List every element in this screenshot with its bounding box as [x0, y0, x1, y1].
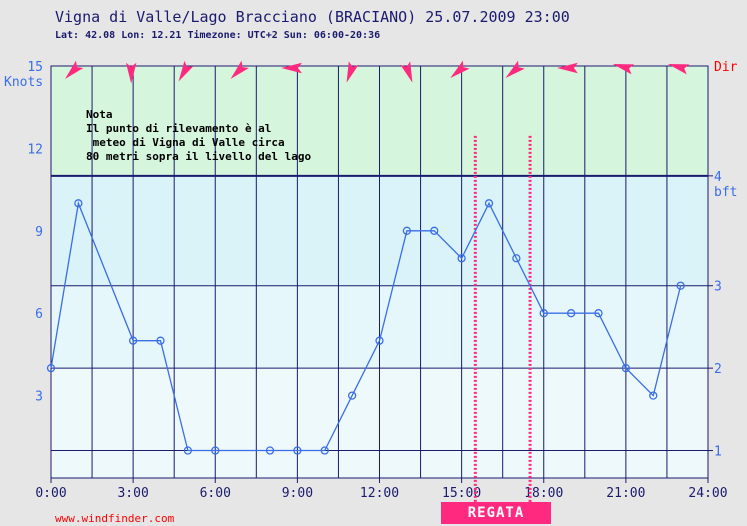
wind-direction-arrow — [612, 63, 635, 75]
note-box: Nota Il punto di rilevamento è al meteo d… — [86, 108, 311, 164]
x-tick-label: 9:00 — [282, 486, 313, 501]
y-tick-label: 12 — [27, 142, 43, 157]
bft-axis-label: bft — [714, 185, 737, 200]
bft-tick-label: 1 — [714, 445, 722, 460]
x-tick-label: 12:00 — [360, 486, 399, 501]
wind-speed-point — [566, 309, 576, 318]
wind-speed-point — [484, 199, 494, 208]
wind-speed-point — [211, 446, 220, 455]
wind-speed-point — [512, 254, 521, 263]
note-line: Il punto di rilevamento è al — [86, 122, 272, 135]
wind-direction-arrow-shape — [281, 62, 302, 74]
wind-direction-arrow-shape — [400, 61, 413, 83]
background-band — [51, 285, 708, 369]
x-tick-label: 21:00 — [606, 486, 645, 501]
bft-tick-label: 4 — [714, 170, 722, 185]
x-tick-label: 15:00 — [442, 486, 481, 501]
background-band — [51, 175, 708, 286]
wind-speed-point — [156, 336, 165, 345]
x-tick-label: 3:00 — [117, 486, 148, 501]
bft-tick-label: 3 — [714, 280, 722, 295]
wind-speed-point — [430, 226, 439, 235]
x-tick-label: 0:00 — [35, 486, 66, 501]
chart-title: Vigna di Valle/Lago Bracciano (BRACIANO)… — [55, 8, 570, 26]
wind-direction-arrow — [281, 62, 302, 74]
wind-speed-point — [676, 281, 685, 290]
wind-speed-point — [402, 226, 412, 235]
wind-direction-arrow-shape — [667, 63, 690, 75]
regata-badge: REGATA — [441, 502, 551, 524]
wind-speed-point — [457, 254, 466, 263]
wind-direction-arrow — [230, 60, 249, 80]
bft-tick-label: 2 — [714, 362, 722, 377]
wind-direction-arrow — [178, 60, 194, 82]
wind-direction-arrow — [64, 60, 84, 80]
wind-speed-point — [320, 446, 329, 455]
credit-link[interactable]: www.windfinder.com — [55, 512, 175, 525]
y-tick-label: 6 — [35, 307, 43, 322]
chart-subtitle: Lat: 42.08 Lon: 12.21 Timezone: UTC+2 Su… — [55, 30, 381, 41]
wind-speed-point — [265, 446, 275, 455]
wind-speed-point — [375, 336, 384, 345]
y-axis-label: Knots — [4, 75, 43, 90]
wind-direction-arrow — [557, 62, 578, 74]
background-band — [51, 368, 708, 478]
wind-speed-point — [621, 363, 631, 373]
wind-direction-arrow — [505, 60, 525, 79]
wind-speed-point — [46, 363, 56, 373]
wind-direction-arrow-shape — [505, 60, 525, 79]
wind-direction-arrow-shape — [64, 60, 84, 80]
wind-direction-arrow-shape — [346, 61, 359, 83]
wind-direction-arrow — [346, 61, 359, 83]
wind-speed-point — [649, 391, 658, 400]
wind-direction-arrow-shape — [450, 60, 470, 79]
wind-speed-point — [74, 199, 83, 208]
dir-axis-label: Dir — [714, 60, 738, 75]
wind-direction-arrow-shape — [178, 60, 194, 82]
note-heading: Nota — [86, 108, 113, 121]
wind-speed-point — [539, 309, 548, 318]
wind-direction-arrow — [667, 63, 690, 75]
wind-direction-arrow-shape — [612, 63, 635, 75]
wind-speed-point — [183, 446, 193, 455]
note-line: meteo di Vigna di Valle circa — [86, 136, 285, 149]
x-tick-label: 6:00 — [200, 486, 231, 501]
y-tick-label: 9 — [35, 225, 43, 240]
wind-speed-point — [128, 336, 138, 345]
wind-direction-arrow — [450, 60, 470, 79]
x-tick-label: 24:00 — [688, 486, 727, 501]
note-line: 80 metri sopra il livello del lago — [86, 150, 312, 163]
wind-speed-point — [347, 391, 357, 400]
wind-direction-arrow-shape — [557, 62, 578, 74]
wind-direction-arrow-shape — [230, 60, 249, 80]
y-tick-label: 3 — [35, 390, 43, 405]
wind-direction-arrow — [400, 61, 413, 83]
y-tick-label: 15 — [27, 60, 43, 75]
wind-direction-arrow — [125, 62, 137, 84]
x-tick-label: 18:00 — [524, 486, 563, 501]
wind-speed-point — [293, 446, 302, 455]
wind-direction-arrow-shape — [125, 62, 137, 84]
wind-speed-point — [594, 309, 603, 318]
wind-speed-line — [50, 200, 682, 452]
